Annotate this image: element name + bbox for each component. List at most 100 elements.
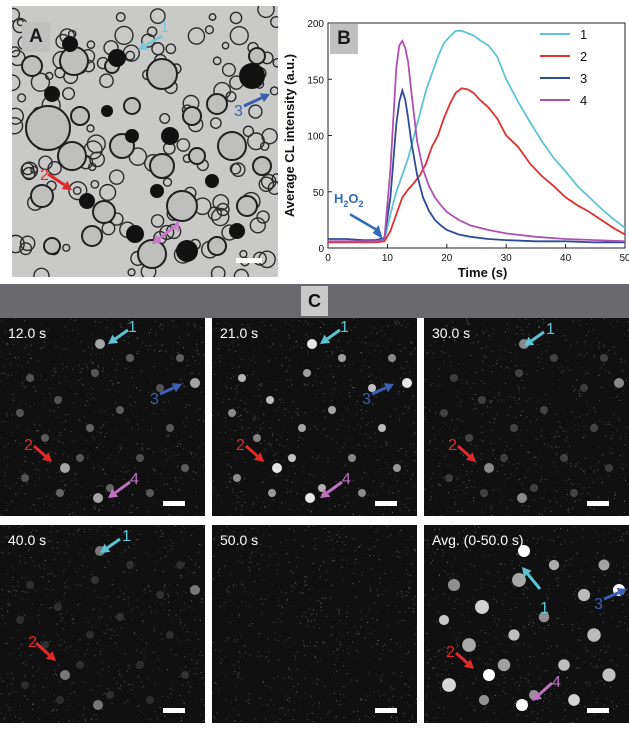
frame-time: 12.0 s [8,325,47,341]
droplet-spot [156,384,164,392]
droplet-spot [41,641,49,649]
scale-bar [163,501,185,506]
series-line-1 [328,29,626,243]
droplet-spot [116,613,124,621]
frame-arrow-1-label: 1 [128,319,137,336]
droplet-spot [500,454,508,462]
arrow-4-label: 4 [172,219,181,236]
frame-arrow-2-label: 2 [236,437,245,454]
droplet-spot [600,354,608,362]
droplet-spot [156,591,164,599]
tracked-droplet-2 [305,493,315,503]
droplet-spot [126,561,134,569]
y-tick-label: 200 [307,19,324,30]
h2o2-arrow [349,213,380,233]
y-tick-label: 150 [307,75,324,86]
droplet-spot [558,659,570,671]
droplet-spot [268,489,276,497]
scale-bar [236,258,262,263]
frame-time: 30.0 s [432,325,471,341]
droplet-spot [450,374,458,382]
arrow-3: 3 [234,93,270,120]
frame-arrow-4: 4 [532,674,561,701]
droplet-spot [393,464,401,472]
droplet-spot [26,374,34,382]
panel-b-chart: 0 10 20 30 40 50 0 50 100 150 200 Time (s) Average C… [278,6,629,284]
frame-arrow-3-label: 3 [150,391,159,408]
droplet-spot [181,464,189,472]
droplet-spot [358,489,366,497]
frame-arrow-1: 1 [108,319,137,344]
frame-arrow-4-label: 4 [342,471,351,488]
droplet-spot [328,406,336,414]
arrow-1-label: 1 [160,19,169,36]
droplet-spot [465,434,473,442]
frame-arrow-3: 3 [594,588,627,613]
frame-time: 40.0 s [8,532,47,548]
droplet-spot [570,489,578,497]
droplet-spot [16,616,24,624]
droplet-spot [91,369,99,377]
droplet-image: 1 2 3 4 [12,6,278,277]
frame-arrow-4: 4 [108,471,139,498]
frame-time: 50.0 s [220,532,259,548]
tracked-droplet-1 [483,669,495,681]
droplet-spot [166,424,174,432]
panel-a-micrograph: 1 2 3 4 A [12,6,278,277]
droplet-spot [56,696,64,704]
h2o2-annotation: H2O2 [334,191,364,209]
frame-image: 12 [424,318,629,516]
legend-label-2: 2 [580,49,587,64]
droplet-spot [233,474,241,482]
scale-bar [163,708,185,713]
frame-21s: 1 3 2 4 21.0 s [212,318,417,516]
tracked-droplet-4 [190,378,200,388]
tracked-droplet-4 [402,378,412,388]
scale-bar [375,501,397,506]
droplet-spot [587,628,601,642]
droplet-spot [368,384,376,392]
droplet-spot [176,561,184,569]
droplet-spot [86,631,94,639]
droplet-spot [21,681,29,689]
arrow-2: 2 [40,167,72,190]
frame-arrow-2: 2 [448,437,476,462]
panel-b-label: B [330,24,358,54]
droplet-spot [577,588,591,602]
droplet-spot [16,409,24,417]
x-tick-label: 20 [441,253,453,264]
frame-arrow-1-label: 1 [340,319,349,336]
droplet-spot [512,573,526,587]
droplet-spot [136,454,144,462]
droplet-spot [497,658,511,672]
droplet-spot [266,396,274,404]
frame-arrow-2-label: 2 [24,437,33,454]
tracked-droplet-1 [60,463,70,473]
droplet-spot [530,484,538,492]
droplet-spot [106,691,114,699]
droplet-spot [540,406,548,414]
scale-bar [587,708,609,713]
droplet-spot [228,409,236,417]
droplet-spot [303,369,311,377]
droplet-spot [338,354,346,362]
droplet-spot [580,384,588,392]
series-line-3 [328,87,625,244]
x-tick-label: 10 [382,253,394,264]
tracked-droplet-2 [93,493,103,503]
frame-arrow-4-label: 4 [552,674,561,691]
frame-arrow-1: 1 [100,528,131,553]
frame-image: 1 3 2 4 [0,318,205,516]
droplet-spot [76,454,84,462]
droplet-spot [447,578,461,592]
h2o2-arrowhead [372,225,383,239]
droplet-spot [548,559,560,571]
droplet-spot [56,489,64,497]
frame-arrow-3-label: 3 [594,596,603,613]
frame-arrow-3: 3 [150,383,182,408]
droplet-spot [388,354,396,362]
frame-arrow-3: 3 [362,383,394,408]
tracked-droplet-2 [517,493,527,503]
frame-time: 21.0 s [220,325,259,341]
